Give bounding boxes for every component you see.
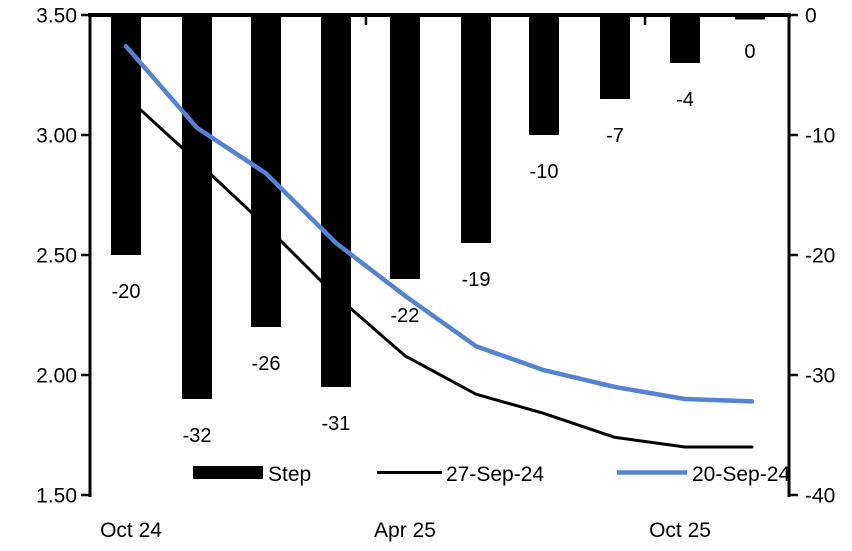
left-axis-label: 1.50	[36, 485, 77, 508]
left-axis-label: 3.50	[36, 5, 77, 28]
left-axis-label: 2.50	[36, 245, 77, 268]
bar-value-label: -7	[606, 125, 624, 147]
bar-value-label: -26	[252, 353, 281, 375]
step-bar-0	[110, 17, 141, 255]
step-bar-1	[182, 17, 213, 399]
step-bar-8	[669, 17, 700, 63]
step-bar-6	[529, 17, 560, 135]
x-axis-label: Oct 24	[100, 519, 162, 542]
step-bar-3	[320, 17, 351, 387]
right-axis-label: 0	[805, 5, 817, 28]
right-axis-label: -40	[805, 485, 835, 508]
bar-value-label: -19	[462, 269, 491, 291]
legend-swatch-step	[193, 466, 263, 479]
bar-value-label: -20	[112, 281, 141, 303]
step-bar-7	[600, 17, 631, 99]
bar-value-label: 0	[744, 41, 755, 63]
bar-value-label: -4	[676, 89, 694, 111]
step-bar-9	[734, 17, 765, 20]
series-line-27-sep-24	[124, 95, 754, 449]
step-bar-5	[460, 17, 491, 243]
bar-value-label: -10	[530, 161, 559, 183]
right-axis-label: -10	[805, 125, 835, 148]
left-axis-label: 3.00	[36, 125, 77, 148]
right-axis-label: -30	[805, 365, 835, 388]
step-bar-4	[389, 17, 420, 279]
bar-value-label: -31	[322, 413, 351, 435]
x-axis-label: Oct 25	[649, 519, 711, 542]
bar-value-label: -32	[183, 425, 212, 447]
legend-label: Step	[268, 463, 311, 486]
bar-value-label: -22	[391, 305, 420, 327]
right-axis-label: -20	[805, 245, 835, 268]
series-line-20-sep-24	[123, 43, 755, 404]
legend-label: 20-Sep-24	[692, 463, 790, 486]
x-axis-label: Apr 25	[374, 519, 436, 542]
legend-label: 27-Sep-24	[446, 463, 544, 486]
left-axis-label: 2.00	[36, 365, 77, 388]
